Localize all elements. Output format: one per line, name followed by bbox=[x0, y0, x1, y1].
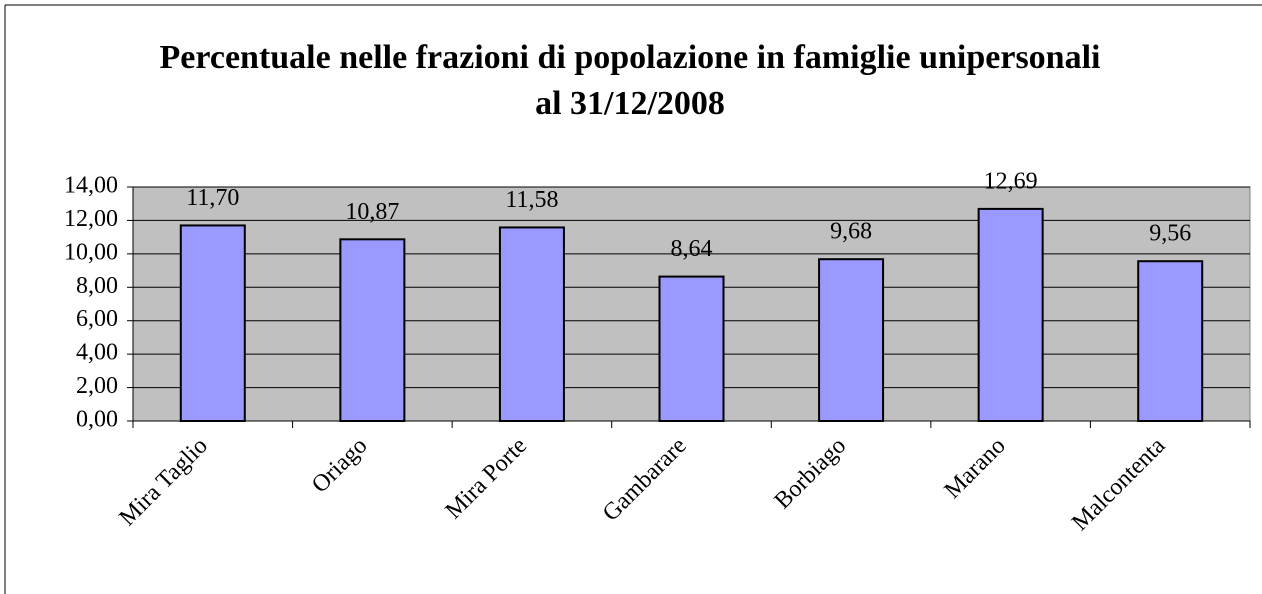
y-tick-label: 8,00 bbox=[76, 273, 118, 299]
x-tick-label: Borbiago bbox=[770, 433, 852, 515]
bar bbox=[658, 275, 725, 422]
value-label: 9,68 bbox=[830, 219, 872, 245]
bar bbox=[818, 258, 885, 422]
value-label: 10,87 bbox=[345, 199, 399, 225]
y-tick-label: 0,00 bbox=[76, 407, 118, 433]
x-tick-label: Oriago bbox=[307, 433, 373, 499]
bar bbox=[977, 207, 1044, 422]
y-tick-label: 4,00 bbox=[76, 340, 118, 366]
y-tick-label: 14,00 bbox=[64, 173, 118, 199]
value-label: 11,70 bbox=[186, 185, 239, 211]
chart-title: Percentuale nelle frazioni di popolazion… bbox=[159, 39, 1101, 122]
bar bbox=[1137, 260, 1204, 422]
bar bbox=[498, 226, 565, 422]
value-label: 11,58 bbox=[505, 187, 558, 213]
x-tick-label: Mira Taglio bbox=[114, 433, 212, 531]
y-tick-label: 12,00 bbox=[64, 206, 118, 232]
x-tick-label: Malcontenta bbox=[1067, 433, 1170, 536]
x-tick-label: Marano bbox=[940, 433, 1011, 504]
y-tick-label: 10,00 bbox=[64, 239, 118, 265]
y-tick-label: 2,00 bbox=[76, 373, 118, 399]
value-label: 9,56 bbox=[1149, 221, 1191, 247]
x-tick-label: Gambarare bbox=[598, 433, 692, 527]
x-tick-label: Mira Porte bbox=[441, 433, 532, 524]
y-tick-label: 6,00 bbox=[76, 306, 118, 332]
value-label: 12,69 bbox=[984, 168, 1038, 194]
value-label: 8,64 bbox=[671, 236, 713, 262]
bar bbox=[179, 224, 246, 422]
bar bbox=[339, 238, 406, 422]
